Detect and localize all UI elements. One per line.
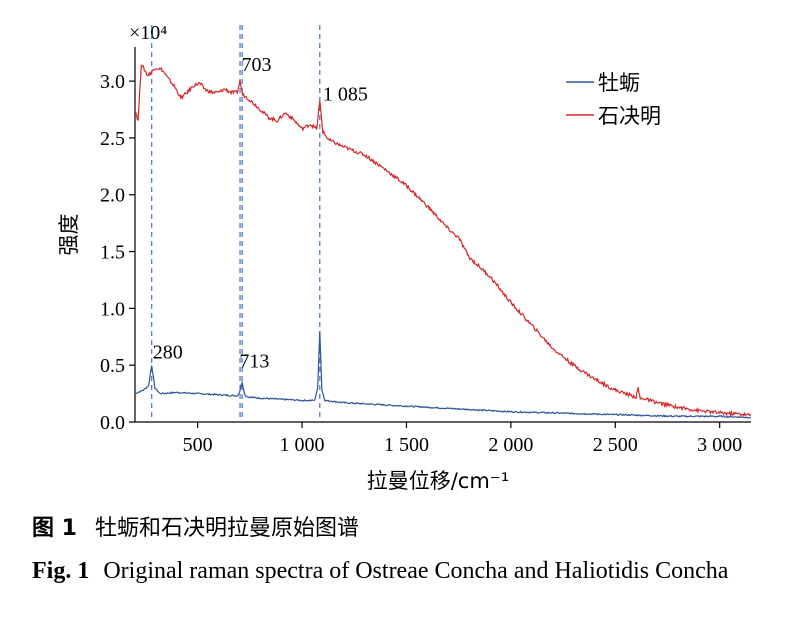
peak-annotation: 713: [239, 350, 269, 372]
figure-caption-chinese: 图 1 牡蛎和石决明拉曼原始图谱: [32, 510, 359, 542]
figure-caption-text-chinese: 牡蛎和石决明拉曼原始图谱: [94, 516, 359, 541]
peak-annotation: 280: [153, 341, 183, 363]
y-tick-label: 2.0: [100, 185, 125, 207]
y-tick-label: 0.5: [100, 355, 125, 377]
peak-annotation: 1 085: [323, 83, 368, 105]
x-tick-label: 500: [183, 434, 213, 456]
raman-chart: 0.0 0.5 1.0 1.5 2.0 2.5 3.0 500 1 000 1 500 2 000 2…: [57, 22, 752, 493]
peak-annotation: 703: [241, 54, 271, 76]
y-multiplier-label: ×10⁴: [129, 22, 167, 44]
x-tick-label: 3 000: [697, 434, 742, 456]
figure-caption-text-english: Original raman spectra of Ostreae Concha…: [103, 558, 729, 584]
x-tick-label: 1 500: [384, 434, 429, 456]
y-tick-label: 1.5: [100, 242, 125, 264]
y-tick-label: 2.5: [100, 128, 125, 150]
x-tick-label: 2 500: [593, 434, 638, 456]
y-axis-title: 强度: [57, 214, 81, 256]
x-tick-label: 1 000: [280, 434, 325, 456]
figure-label-english: Fig. 1: [32, 558, 90, 584]
y-tick-label: 3.0: [100, 71, 125, 93]
legend-label: 石决明: [598, 104, 661, 128]
x-axis-title: 拉曼位移/cm⁻¹: [367, 469, 510, 493]
chart-plot-area: 0.0 0.5 1.0 1.5 2.0 2.5 3.0 500 1 000 1 500 2 000 2…: [57, 22, 752, 493]
series-line-abalone: [134, 63, 752, 417]
series-line-oyster: [134, 331, 752, 419]
figure-caption-english: Fig. 1 Original raman spectra of Ostreae …: [32, 556, 776, 586]
y-tick-label: 1.0: [100, 298, 125, 320]
legend-label: 牡蛎: [598, 71, 640, 95]
y-tick-label: 0.0: [100, 412, 125, 434]
figure-label-chinese: 图 1: [32, 516, 77, 541]
x-tick-label: 2 000: [488, 434, 533, 456]
